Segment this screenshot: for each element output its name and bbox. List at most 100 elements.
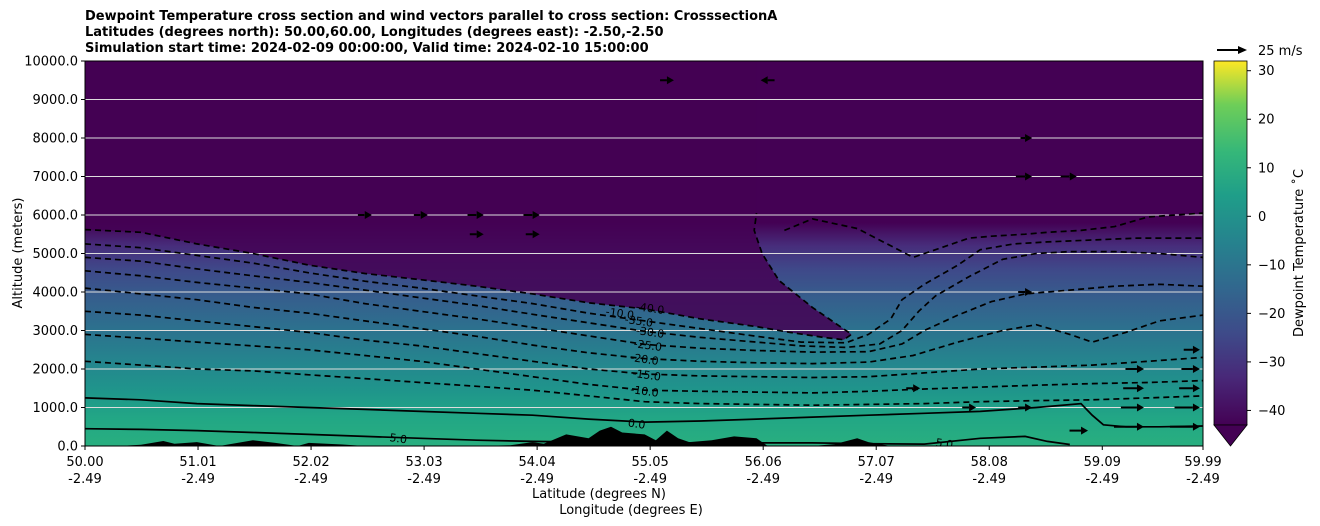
contour-label: -10.0 [605,305,635,322]
colorbar-tick-label: 30 [1258,64,1275,79]
colorbar-tick-label: −40 [1258,404,1285,419]
wind-vector [1179,384,1200,393]
x-tick-label-lon: -2.49 [407,472,441,487]
x-axis-title-line1: Latitude (degrees N) [532,487,666,502]
colorbar-ticks: −40 −30 −20 −10 0 10 20 30 [1247,64,1285,419]
wind-vector [1113,422,1144,431]
contour-line-minus-15 [85,310,1203,379]
wind-vector [413,211,428,219]
contour-label: 5.0 [389,431,408,446]
wind-vector [1020,134,1033,142]
y-tick-label: 3000.0 [33,324,79,339]
x-tick-label-lat: 59.09 [1084,455,1121,470]
x-tick-label-lat: 56.06 [745,455,782,470]
x-tick-label-lon: -2.49 [68,472,102,487]
chart-title: Dewpoint Temperature cross section and w… [85,9,777,57]
wind-vector [1018,288,1033,296]
wind-vectors [357,76,1200,435]
quiver-key-arrowhead [1238,46,1247,54]
y-axis-title: Altitude (meters) [11,198,26,309]
x-tick-label-lon: -2.49 [1085,472,1119,487]
x-axis-title-line2: Longitude (degrees E) [559,503,703,518]
x-tick-label-lon: -2.49 [859,472,893,487]
x-tick-label-lat: 50.00 [66,455,103,470]
contour-label: -10.0 [629,383,659,400]
contour-line-minus-10 [85,333,1203,394]
y-tick-label: 8000.0 [33,132,79,147]
contour-label: -20.0 [629,351,659,368]
wind-vector [1174,403,1200,412]
y-tick-label: 10000.0 [24,55,78,70]
colorbar-tick-label: 0 [1258,210,1266,225]
wind-vector [1015,172,1033,181]
wind-vector [1181,365,1200,373]
title-line-3: Simulation start time: 2024-02-09 00:00:… [85,41,649,56]
colorbar-gradient [1213,60,1248,426]
y-tick-label: 4000.0 [33,286,79,301]
quiver-key-label: 25 m/s [1258,44,1303,59]
x-tick-label-lon: -2.49 [294,472,328,487]
wind-vector [1183,345,1200,354]
colorbar-tick-label: −10 [1258,258,1285,273]
contour-line-minus-35 [85,237,1203,344]
wind-vector [467,211,484,219]
x-tick-label-lat: 57.07 [858,455,895,470]
wind-vector [525,230,540,239]
wind-vector [1169,422,1200,431]
x-tick-label-lon: -2.49 [746,472,780,487]
wind-vector [469,230,484,239]
colorbar-tick-label: −30 [1258,355,1285,370]
plot-area: -10.0 -40.0-35.0-30.0-25.0-20.0-15.0-10.0… [85,61,1203,451]
y-axis: 0.0 1000.0 2000.0 3000.0 4000.0 5000.0 6000.0 7… [24,55,85,455]
terrain-profile [85,426,1203,446]
contour-label: -15.0 [632,367,662,384]
colorbar-extend-min [1213,424,1248,447]
wind-vector [906,384,921,393]
x-tick-label-lat: 52.02 [292,455,329,470]
y-tick-label: 9000.0 [33,93,79,108]
colorbar-tick-label: 20 [1258,113,1275,128]
x-tick-label-lat: 59.99 [1184,455,1221,470]
x-axis: 50.00 -2.49 51.01 -2.49 52.02 -2.49 53.03 -2.49… [66,446,1222,487]
y-tick-label: 7000.0 [33,170,79,185]
colorbar-label: Dewpoint Temperature ˚C [1291,169,1307,337]
contour-label: 5.0 [935,436,954,451]
wind-vector [523,211,540,219]
y-tick-label: 0.0 [57,440,78,455]
x-tick-label-lon: -2.49 [972,472,1006,487]
x-tick-label-lon: -2.49 [1186,472,1220,487]
colorbar-tick-label: −20 [1258,307,1285,322]
wind-vector [1018,403,1033,412]
y-tick-label: 5000.0 [33,247,79,262]
colorbar: −40 −30 −20 −10 0 10 20 30 Dewpoint Temperature… [1213,60,1307,447]
wind-vector [1125,365,1144,373]
contour-line-minus-25 [85,269,1203,353]
title-line-2: Latitudes (degrees north): 50.00,60.00, … [85,25,664,40]
horizontal-gridlines [85,99,1203,408]
colorbar-tick-label: 10 [1258,161,1275,176]
title-line-1: Dewpoint Temperature cross section and w… [85,9,778,24]
y-tick-label: 1000.0 [33,401,79,416]
dry-air-intrusion [85,61,852,340]
contour-label: -35.0 [624,313,654,330]
contour-label: -30.0 [635,324,665,341]
y-tick-label: 2000.0 [33,363,79,378]
contour-line-0 [85,397,1203,428]
wind-vector [357,211,372,219]
wind-vector [962,403,977,412]
contour-label: 0.0 [627,417,646,432]
y-tick-label: 6000.0 [33,209,79,224]
x-tick-label-lon: -2.49 [181,472,215,487]
x-tick-label-lon: -2.49 [633,472,667,487]
wind-vector [1123,384,1144,393]
contour-line-minus-5 [85,360,1203,407]
x-tick-label-lat: 58.08 [971,455,1008,470]
x-tick-label-lon: -2.49 [520,472,554,487]
x-tick-label-lat: 54.04 [519,455,556,470]
x-tick-label-lat: 53.03 [405,455,442,470]
contour-line-minus-30 [85,250,1203,349]
contour-label: -25.0 [633,337,663,354]
x-tick-label-lat: 51.01 [179,455,216,470]
contour-labels: -10.0 -40.0-35.0-30.0-25.0-20.0-15.0-10.0… [389,300,954,451]
